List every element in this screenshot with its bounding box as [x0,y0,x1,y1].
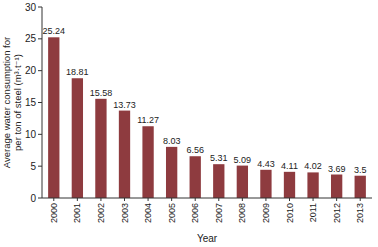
y-tick [38,38,42,39]
data-label: 6.56 [186,145,204,155]
data-label: 3.69 [328,164,346,174]
bar [72,78,83,198]
x-tick-label: 2002 [96,203,106,223]
bar [237,166,248,198]
y-tick-label: 0 [30,193,36,204]
bar [284,172,295,198]
y-tick-label: 20 [25,65,37,76]
x-tick-label: 2008 [237,203,247,223]
bar [190,156,201,198]
data-label: 5.09 [234,155,252,165]
chart: 25.24 18.81 15.5813.7311.27 8.03 6.56 5.31 5.0… [0,0,378,247]
data-label: 18.81 [66,67,89,77]
x-tick-label: 2011 [308,203,318,222]
x-axis-label: Year [197,233,218,244]
x-tick-label: 2007 [214,203,224,223]
x-tick [148,198,149,201]
x-tick [124,198,125,201]
x-tick [242,198,243,201]
data-label: 11.27 [137,115,159,125]
x-tick [265,198,266,201]
bar [213,164,224,198]
y-axis-label: per ton of steel (m³·t⁻¹) [12,54,23,151]
data-label: 8.03 [163,136,181,146]
x-tick-label: 2001 [72,203,82,223]
bar [48,37,59,198]
bar [142,126,153,198]
x-tick [171,198,172,201]
x-tick [77,198,78,201]
x-tick-label: 2005 [167,203,177,223]
x-axis [42,198,372,199]
data-label: 5.31 [210,153,228,163]
x-tick-label: 2004 [143,203,153,223]
y-tick-label: 10 [25,129,37,140]
data-label: 13.73 [113,100,136,110]
data-label: 25.24 [43,26,66,36]
y-tick-label: 25 [25,33,37,44]
y-tick-label: 5 [30,161,36,172]
x-tick-label: 2006 [190,203,200,223]
x-tick [289,198,290,201]
y-tick-label: 30 [25,2,37,13]
x-tick [336,198,337,201]
y-tick [38,166,42,167]
bar [331,175,342,198]
x-tick-label: 2000 [49,203,59,223]
x-tick-label: 2013 [355,203,365,223]
x-tick [100,198,101,201]
data-label: 15.58 [90,88,113,98]
x-tick [195,198,196,201]
bars [48,37,366,198]
y-tick [38,70,42,71]
x-tick-label: 2010 [285,203,295,223]
bar [95,99,106,198]
bar [166,147,177,198]
y-tick [38,134,42,135]
x-tick-label: 2009 [261,203,271,223]
x-tick [313,198,314,201]
x-tick [53,198,54,201]
data-label: 4.43 [257,159,275,169]
y-tick [38,7,42,8]
bar [260,170,271,198]
x-tick [218,198,219,201]
y-tick [38,102,42,103]
bar [119,111,130,198]
data-label: 4.11 [281,161,298,171]
x-tick-label: 2003 [120,203,130,223]
y-tick-label: 15 [25,97,37,108]
data-label: 3.5 [354,165,367,175]
y-axis-label: Average water consumption for [1,37,12,168]
bar [307,172,318,198]
x-tick-label: 2012 [332,203,342,223]
x-tick [360,198,361,201]
y-tick [38,198,42,199]
bar [355,176,366,198]
data-label: 4.02 [304,161,322,171]
